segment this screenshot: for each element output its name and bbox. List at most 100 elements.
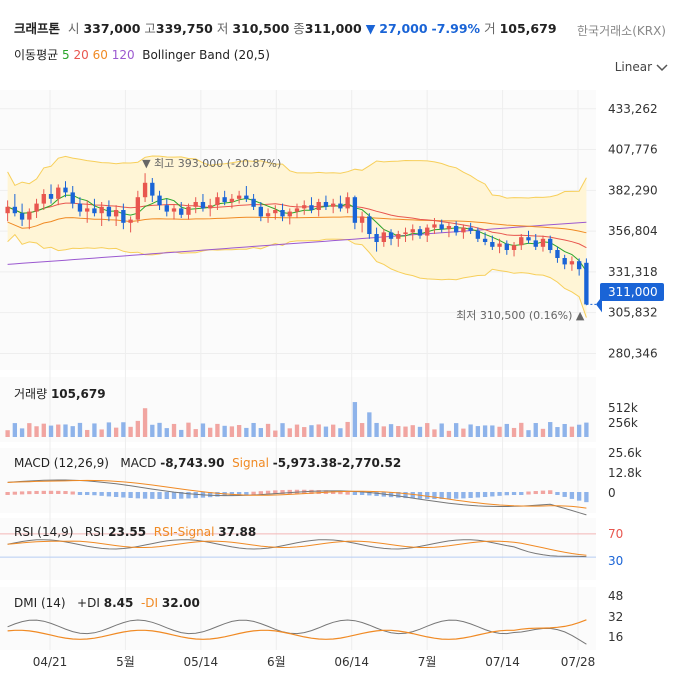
candle-body[interactable] <box>12 206 18 214</box>
candle-body[interactable] <box>85 208 90 212</box>
candle-body[interactable] <box>490 242 495 247</box>
candle-body[interactable] <box>19 213 25 220</box>
macd-histogram-bar <box>497 492 502 496</box>
candle-body[interactable] <box>548 238 553 250</box>
candle-body[interactable] <box>410 229 415 233</box>
volume-panel-value: 105,679 <box>50 387 106 401</box>
candle-body[interactable] <box>287 211 292 217</box>
candle-body[interactable] <box>150 182 155 196</box>
candle-body[interactable] <box>229 198 235 202</box>
candle-body[interactable] <box>381 232 386 242</box>
candle-body[interactable] <box>128 219 133 223</box>
candle-body[interactable] <box>251 198 256 207</box>
candle-body[interactable] <box>323 202 329 207</box>
candle-body[interactable] <box>106 206 112 217</box>
candle-body[interactable] <box>569 261 575 265</box>
candle-body[interactable] <box>432 224 437 228</box>
candle-body[interactable] <box>352 197 358 223</box>
candle-body[interactable] <box>403 232 408 234</box>
x-tick-label: 6월 <box>267 655 286 669</box>
candle-body[interactable] <box>519 237 524 246</box>
candle-body[interactable] <box>258 206 263 217</box>
candle-body[interactable] <box>446 226 452 230</box>
candle-body[interactable] <box>193 202 198 207</box>
candle-body[interactable] <box>294 208 300 212</box>
candle-body[interactable] <box>533 240 538 247</box>
ma120-legend[interactable]: 120 <box>111 48 135 62</box>
candle-body[interactable] <box>482 238 488 242</box>
macd-histogram-bar <box>63 491 68 495</box>
candle-body[interactable] <box>157 195 162 206</box>
candle-body[interactable] <box>475 230 481 239</box>
ma60-legend[interactable]: 60 <box>92 48 108 62</box>
candle-body[interactable] <box>331 203 336 207</box>
candle-body[interactable] <box>215 197 220 206</box>
candle-body[interactable] <box>200 202 206 209</box>
candle-body[interactable] <box>555 250 560 258</box>
candle-body[interactable] <box>562 258 567 265</box>
candle-body[interactable] <box>70 192 75 204</box>
chevron-down-icon[interactable] <box>656 64 668 72</box>
candle-body[interactable] <box>186 206 191 215</box>
bollinger-legend[interactable]: Bollinger Band (20,5) <box>142 48 270 62</box>
candle-body[interactable] <box>576 261 582 270</box>
candle-body[interactable] <box>425 227 430 236</box>
candle-body[interactable] <box>113 210 119 217</box>
candle-body[interactable] <box>41 194 46 204</box>
candle-body[interactable] <box>584 262 589 305</box>
candle-body[interactable] <box>265 213 271 217</box>
candle-body[interactable] <box>526 237 531 241</box>
candle-body[interactable] <box>367 216 372 234</box>
candle-body[interactable] <box>309 205 314 210</box>
macd-histogram-bar <box>453 492 459 499</box>
volume-bar <box>179 429 184 437</box>
candle-body[interactable] <box>273 210 278 214</box>
candle-body[interactable] <box>511 245 517 250</box>
candle-body[interactable] <box>121 210 126 223</box>
candle-body[interactable] <box>179 208 184 215</box>
volume-tick-label: 256k <box>608 416 638 430</box>
candle-body[interactable] <box>316 202 321 210</box>
candle-body[interactable] <box>345 197 350 209</box>
candle-body[interactable] <box>302 205 307 209</box>
candle-body[interactable] <box>142 182 148 198</box>
candle-body[interactable] <box>5 206 10 214</box>
candle-body[interactable] <box>417 229 423 236</box>
candle-body[interactable] <box>135 197 141 220</box>
candle-body[interactable] <box>497 243 502 247</box>
candle-body[interactable] <box>171 208 177 212</box>
candle-body[interactable] <box>77 203 83 212</box>
candle-body[interactable] <box>34 203 39 212</box>
candle-body[interactable] <box>222 197 227 202</box>
candle-body[interactable] <box>461 227 466 233</box>
macd-title: MACD (12,26,9) <box>14 456 109 470</box>
macd-panel-title: MACD (12,26,9) MACD -8,743.90 Signal -5,… <box>14 456 401 470</box>
candle-body[interactable] <box>27 211 32 220</box>
candle-body[interactable] <box>338 203 343 209</box>
candle-body[interactable] <box>453 226 459 233</box>
candle-body[interactable] <box>504 243 509 250</box>
candle-body[interactable] <box>92 208 97 214</box>
candle-body[interactable] <box>468 227 473 231</box>
candle-body[interactable] <box>56 187 61 199</box>
candle-body[interactable] <box>208 205 213 209</box>
candle-body[interactable] <box>164 205 169 212</box>
candle-body[interactable] <box>374 234 379 242</box>
ma5-legend[interactable]: 5 <box>62 48 70 62</box>
x-tick-label: 07/14 <box>485 655 520 669</box>
candle-body[interactable] <box>244 195 249 199</box>
candle-body[interactable] <box>540 238 546 247</box>
candle-body[interactable] <box>396 234 401 239</box>
candle-body[interactable] <box>388 232 394 239</box>
candle-body[interactable] <box>359 216 365 223</box>
scale-selector[interactable]: Linear <box>614 60 652 74</box>
candle-body[interactable] <box>99 206 104 214</box>
candle-body[interactable] <box>63 187 68 193</box>
candle-body[interactable] <box>439 224 444 230</box>
candle-body[interactable] <box>236 195 242 199</box>
candle-body[interactable] <box>48 194 54 199</box>
macd-histogram-bar <box>92 492 97 496</box>
ma20-legend[interactable]: 20 <box>73 48 89 62</box>
candle-body[interactable] <box>280 210 285 217</box>
